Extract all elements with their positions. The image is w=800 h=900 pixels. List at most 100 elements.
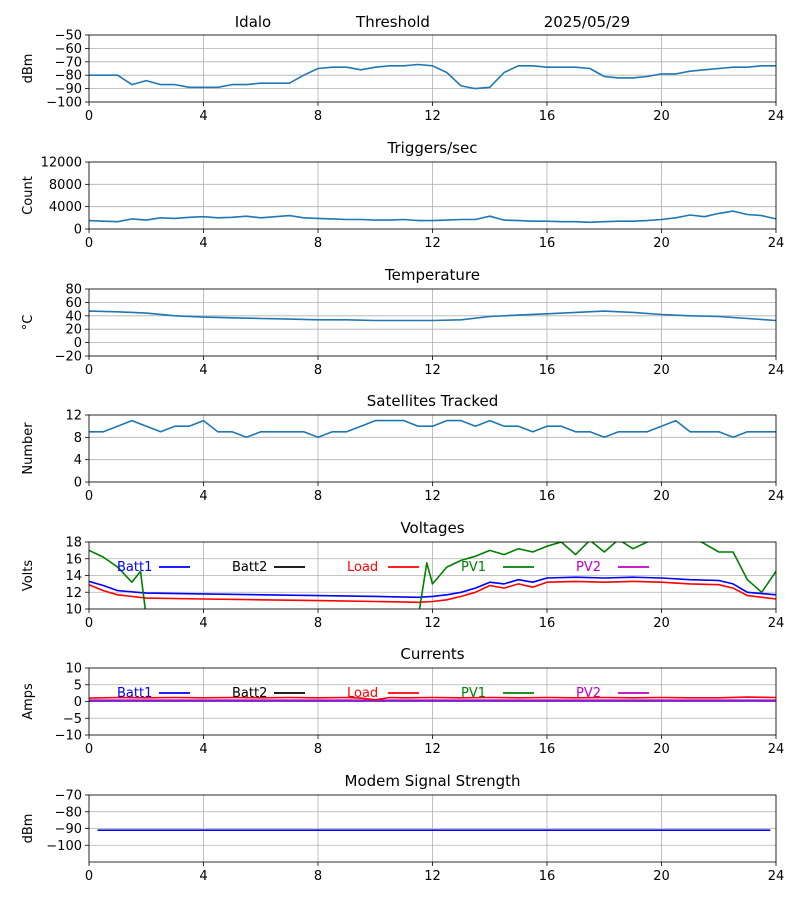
- satellites-ytick-label: 0: [74, 476, 82, 491]
- temperature-xtick-label: 16: [539, 363, 556, 378]
- voltages-xtick-label: 24: [768, 616, 785, 631]
- voltages-series-load: [89, 580, 776, 604]
- modem-ytick-label: −100: [46, 839, 82, 854]
- temperature-ytick-label: 20: [65, 323, 82, 338]
- voltages-ytick-label: 16: [65, 552, 82, 567]
- satellites-ytick-label: 8: [74, 431, 82, 446]
- threshold-ytick-label: −60: [55, 42, 82, 57]
- triggers-ytick-label: 8000: [49, 178, 82, 193]
- header-station: Idalo: [235, 13, 271, 31]
- temperature-ytick-label: 60: [65, 296, 82, 311]
- modem-xtick-label: 8: [314, 869, 322, 884]
- voltages-ylabel: Volts: [21, 560, 36, 592]
- currents-xtick-label: 20: [653, 742, 670, 757]
- triggers-xtick-label: 20: [653, 236, 670, 251]
- threshold-xtick-label: 24: [768, 109, 785, 124]
- satellites-xtick-label: 8: [314, 489, 322, 504]
- currents-legend-batt2: Batt2: [232, 686, 305, 701]
- currents-xtick-label: 4: [199, 742, 207, 757]
- modem-xtick-label: 24: [768, 869, 785, 884]
- voltages-ytick-label: 14: [65, 569, 82, 584]
- currents-legend-pv1: PV1: [461, 686, 534, 701]
- currents-series-load: [89, 696, 776, 701]
- triggers-xtick-label: 0: [85, 236, 93, 251]
- currents-legend-pv2: PV2: [576, 686, 649, 701]
- threshold-xtick-label: 4: [199, 109, 207, 124]
- temperature-ytick-label: 0: [74, 336, 82, 351]
- voltages-legend-batt2: Batt2: [232, 560, 305, 575]
- satellites-ytick-label: 12: [65, 409, 82, 424]
- currents-ytick-label: −5: [63, 712, 82, 727]
- temperature-series-default-series: [89, 310, 776, 322]
- temperature-xtick-label: 20: [653, 363, 670, 378]
- voltages-legend-batt1: Batt1: [117, 560, 190, 575]
- modem-ytick-label: −90: [55, 822, 82, 837]
- header-date: 2025/05/29: [544, 13, 630, 31]
- currents-ytick-label: 5: [74, 678, 82, 693]
- currents-ytick-label: 0: [74, 695, 82, 710]
- modem-xtick-label: 20: [653, 869, 670, 884]
- modem-ytick-label: −70: [55, 789, 82, 804]
- modem-xtick-label: 4: [199, 869, 207, 884]
- modem-title: Modem Signal Strength: [345, 772, 521, 790]
- modem-ytick-label: −80: [55, 805, 82, 820]
- voltages-series-pv1: [89, 542, 776, 609]
- triggers-xtick-label: 4: [199, 236, 207, 251]
- modem-xtick-label: 16: [539, 869, 556, 884]
- threshold-ytick-label: −90: [55, 82, 82, 97]
- voltages-xtick-label: 16: [539, 616, 556, 631]
- threshold-xtick-label: 8: [314, 109, 322, 124]
- currents-xtick-label: 0: [85, 742, 93, 757]
- satellites-xtick-label: 0: [85, 489, 93, 504]
- threshold-ytick-label: −70: [55, 55, 82, 70]
- temperature-ytick-label: −20: [55, 350, 82, 365]
- temperature-title: Temperature: [384, 266, 480, 284]
- modem-panel: 0 4 8 12 16 20 24 −100 −90 −80−70 dBm Modem Signal …: [21, 772, 784, 884]
- satellites-xtick-label: 24: [768, 489, 785, 504]
- voltages-legend-label-batt2: Batt2: [232, 560, 267, 575]
- threshold-ylabel: dBm: [21, 54, 36, 84]
- voltages-legend-label-pv1: PV1: [461, 560, 486, 575]
- currents-legend-label-pv1: PV1: [461, 686, 486, 701]
- voltages-xtick-label: 4: [199, 616, 207, 631]
- triggers-series-default-series: [89, 210, 776, 224]
- threshold-series-default-series: [89, 63, 776, 90]
- triggers-ytick-label: 0: [74, 223, 82, 238]
- temperature-xtick-label: 0: [85, 363, 93, 378]
- threshold-panel: 0 4 8 12 16 20 24 −100−90−80−70−60−50 dBm: [21, 29, 784, 125]
- threshold-ytick-label: −100: [46, 96, 82, 111]
- temperature-xtick-label: 8: [314, 363, 322, 378]
- voltages-series-batt1: [89, 576, 776, 599]
- threshold-xtick-label: 16: [539, 109, 556, 124]
- currents-legend-load: Load: [347, 686, 419, 701]
- voltages-title: Voltages: [400, 519, 464, 537]
- modem-xtick-label: 0: [85, 869, 93, 884]
- triggers-xtick-label: 8: [314, 236, 322, 251]
- temperature-ytick-label: 40: [65, 309, 82, 324]
- triggers-ytick-label: 4000: [49, 200, 82, 215]
- currents-legend-label-batt1: Batt1: [117, 686, 152, 701]
- triggers-ylabel: Count: [21, 176, 36, 215]
- satellites-ylabel: Number: [21, 422, 36, 475]
- temperature-xtick-label: 24: [768, 363, 785, 378]
- currents-ytick-label: 10: [65, 662, 82, 677]
- modem-xtick-label: 12: [424, 869, 441, 884]
- voltages-ytick-label: 10: [65, 603, 82, 618]
- currents-xtick-label: 8: [314, 742, 322, 757]
- temperature-ytick-label: 80: [65, 283, 82, 298]
- modem-ylabel: dBm: [21, 814, 36, 844]
- voltages-legend-pv2: PV2: [576, 560, 649, 575]
- voltages-ytick-label: 18: [65, 536, 82, 551]
- threshold-xtick-label: 20: [653, 109, 670, 124]
- currents-legend-label-load: Load: [347, 686, 378, 701]
- temperature-xtick-label: 12: [424, 363, 441, 378]
- currents-ylabel: Amps: [21, 683, 36, 720]
- temperature-xtick-label: 4: [199, 363, 207, 378]
- voltages-xtick-label: 0: [85, 616, 93, 631]
- satellites-xtick-label: 4: [199, 489, 207, 504]
- threshold-ytick-label: −50: [55, 29, 82, 44]
